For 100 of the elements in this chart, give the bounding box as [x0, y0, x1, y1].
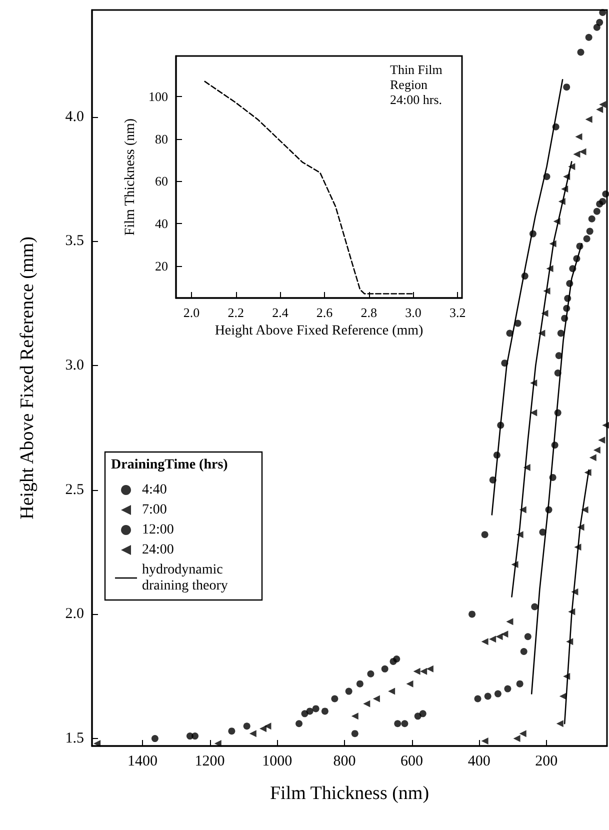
y-tick-label: 1.5: [65, 730, 84, 747]
point: [598, 436, 606, 444]
point: [501, 630, 508, 638]
point: [393, 655, 400, 662]
point: [426, 665, 434, 672]
point: [345, 688, 352, 695]
x-tick-label: 2.4: [272, 305, 289, 320]
legend-label: 24:00: [142, 542, 174, 558]
point: [602, 422, 609, 429]
point: [249, 730, 256, 738]
point: [351, 712, 358, 720]
point: [524, 633, 532, 640]
point: [214, 740, 222, 748]
point: [579, 148, 586, 156]
point: [496, 633, 503, 640]
point: [586, 228, 594, 235]
y-tick-label: 3.5: [65, 233, 84, 250]
point: [575, 133, 582, 140]
point: [301, 710, 308, 718]
point: [468, 610, 476, 618]
point: [192, 732, 198, 740]
point: [588, 215, 596, 222]
point: [481, 638, 488, 646]
point: [523, 464, 530, 472]
point: [593, 446, 600, 454]
y-tick-label: 3.0: [65, 358, 84, 374]
point: [563, 84, 570, 91]
point: [583, 235, 590, 242]
point: [599, 100, 606, 108]
x-tick-label: 2.8: [360, 305, 378, 320]
y-tick-label: 100: [148, 88, 168, 104]
point: [513, 735, 520, 742]
point: [577, 48, 584, 56]
y-tick-label: 2.0: [65, 606, 84, 622]
point: [151, 735, 158, 742]
point: [228, 728, 236, 735]
y-axis-title: Height Above Fixed Reference (mm): [17, 236, 38, 520]
point: [420, 668, 428, 675]
legend-title: DrainingTime (hrs): [111, 458, 228, 472]
x-tick-label: 1200: [194, 754, 225, 770]
point: [556, 720, 564, 728]
x-tick-label: 400: [468, 754, 490, 770]
point: [585, 34, 592, 41]
point: [481, 738, 488, 745]
point: [520, 648, 528, 656]
legend-label: 4:40: [142, 482, 167, 498]
y-tick-label: 2.5: [65, 482, 84, 498]
point: [602, 190, 609, 198]
point: [519, 730, 526, 738]
x-tick-label: 1000: [262, 754, 292, 770]
y-tick-label: 80: [155, 131, 168, 146]
legend-label: hydrodynamic draining theory: [142, 562, 228, 594]
point: [593, 208, 600, 215]
x-tick-label: 800: [333, 754, 356, 770]
point: [481, 531, 488, 538]
point: [331, 695, 338, 702]
legend-label: 7:00: [142, 502, 167, 518]
point: [401, 720, 408, 728]
y-tick-label: 40: [155, 216, 168, 232]
point: [585, 116, 592, 123]
point: [516, 680, 524, 688]
point: [504, 685, 512, 692]
point: [372, 695, 380, 702]
point: [573, 150, 580, 158]
point: [531, 603, 538, 610]
point: [581, 506, 588, 514]
point: [406, 680, 414, 688]
x-tick-label: 2.6: [316, 305, 334, 320]
point: [494, 690, 502, 698]
x-tick-label: 2.0: [183, 305, 200, 320]
x-tick-label: 2.2: [228, 305, 244, 320]
point: [296, 720, 303, 728]
y-tick-label: 4.0: [65, 108, 84, 125]
point: [596, 18, 604, 26]
point: [489, 636, 496, 643]
point: [599, 198, 606, 205]
point: [413, 668, 420, 675]
point: [530, 409, 538, 416]
point: [321, 708, 328, 715]
point: [388, 688, 396, 695]
y-tick-label: 60: [155, 174, 168, 189]
x-tick-label: 600: [400, 754, 424, 770]
point: [557, 330, 564, 337]
point: [363, 700, 370, 708]
point: [94, 740, 101, 748]
annotation: Thin Film Region 24:00 hrs.: [390, 62, 446, 107]
point: [243, 722, 250, 730]
point: [506, 618, 514, 626]
x-axis-title: Film Thickness (nm): [270, 783, 430, 804]
point: [599, 8, 606, 16]
x-tick-label: 1400: [127, 754, 158, 770]
point: [394, 720, 402, 728]
point: [264, 722, 272, 730]
point: [484, 692, 492, 700]
point: [312, 705, 320, 712]
point: [351, 730, 358, 738]
point: [474, 695, 482, 702]
point: [593, 24, 600, 31]
x-tick-label: 3.2: [449, 305, 466, 320]
y-tick-label: 20: [155, 258, 168, 274]
